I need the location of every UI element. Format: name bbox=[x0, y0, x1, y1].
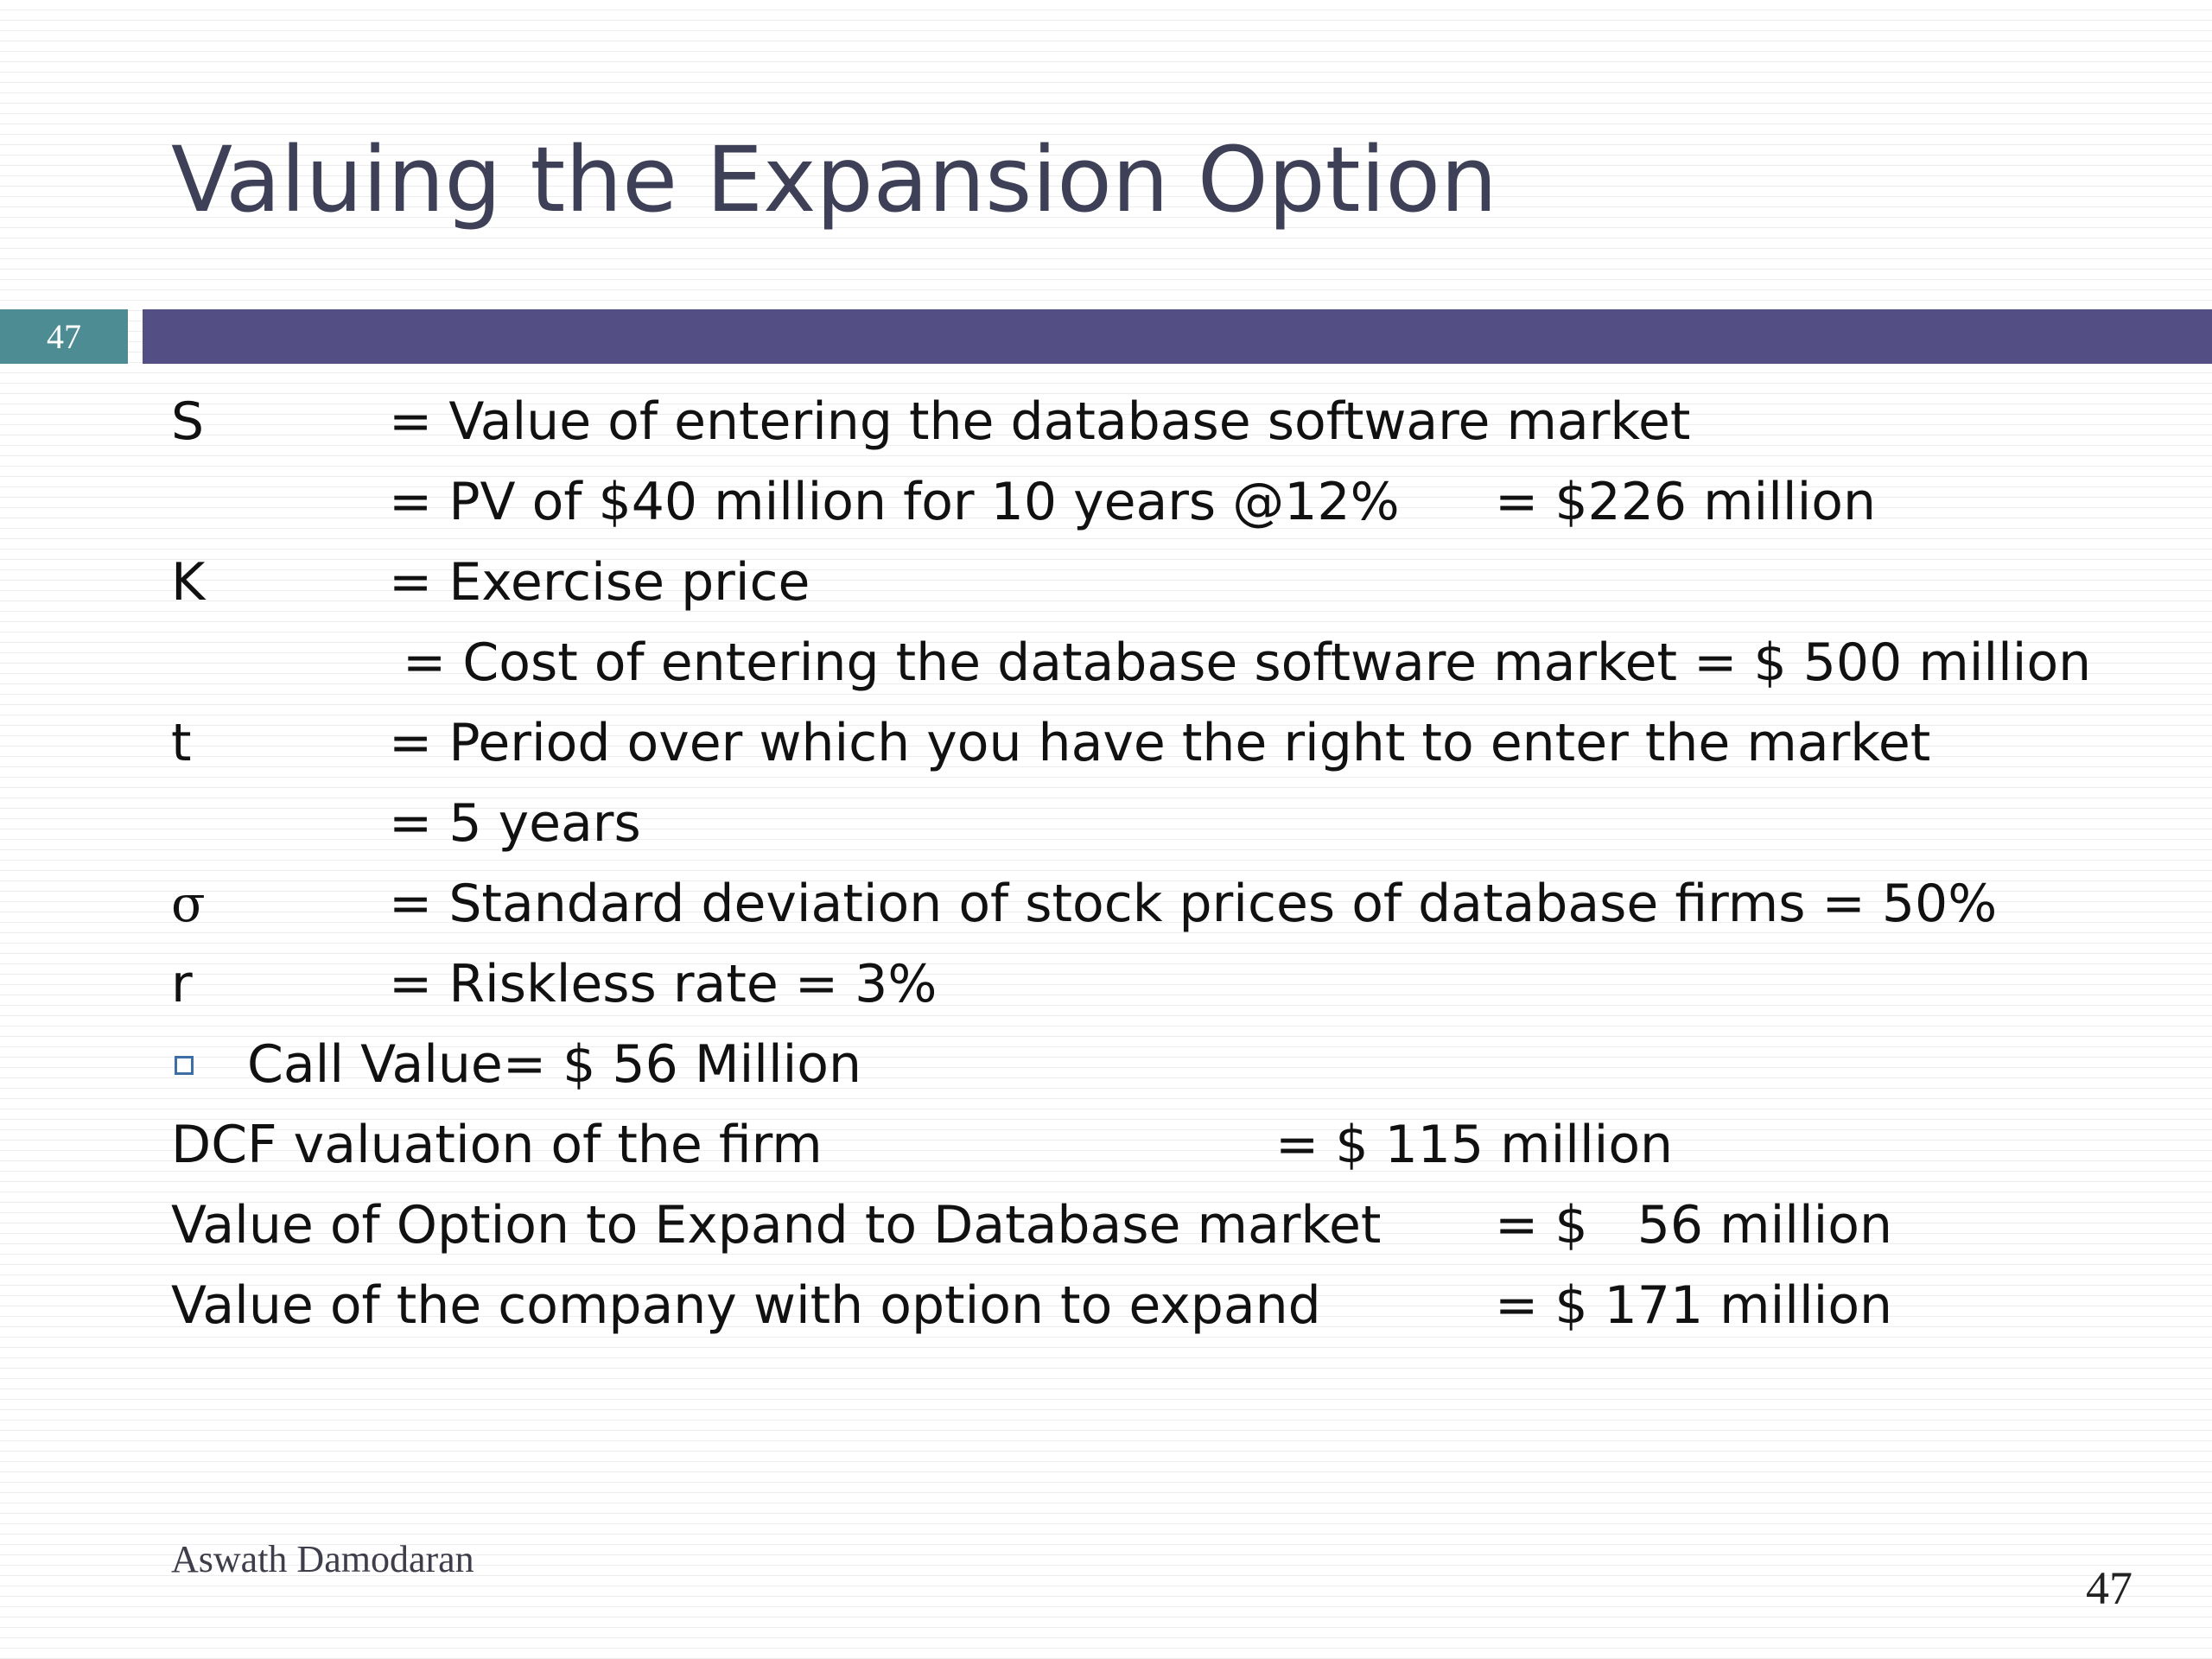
summary-value: = $ 171 million bbox=[1495, 1275, 1893, 1336]
parameter-symbol: K bbox=[171, 552, 206, 613]
parameter-symbol: S bbox=[171, 391, 205, 452]
parameter-definition: = 5 years bbox=[389, 793, 641, 854]
author-name: Aswath Damodaran bbox=[171, 1538, 474, 1580]
parameter-row-s: S = Value of entering the database softw… bbox=[171, 382, 2158, 462]
summary-row-total: Value of the company with option to expa… bbox=[171, 1266, 2158, 1346]
parameter-row-t-value: = 5 years bbox=[171, 784, 2158, 864]
parameter-symbol: t bbox=[171, 713, 192, 773]
square-bullet-icon bbox=[175, 1056, 194, 1075]
summary-value: = $ 56 million bbox=[1495, 1195, 1893, 1255]
summary-label: Value of Option to Expand to Database ma… bbox=[171, 1195, 1382, 1255]
parameter-definition: = Exercise price bbox=[389, 552, 810, 613]
parameter-row-s-value: = PV of $40 million for 10 years @12% = … bbox=[171, 462, 2158, 543]
bullet-item-call-value: Call Value= $ 56 Million bbox=[171, 1025, 2158, 1105]
parameter-value: = $226 million bbox=[1495, 472, 1876, 532]
parameter-definition: = Value of entering the database softwar… bbox=[389, 391, 1691, 452]
title-underline-bar bbox=[143, 309, 2212, 364]
slide-title: Valuing the Expansion Option bbox=[171, 127, 1497, 232]
summary-row-option: Value of Option to Expand to Database ma… bbox=[171, 1185, 2158, 1266]
parameter-definition: = PV of $40 million for 10 years @12% bbox=[389, 472, 1400, 532]
summary-label: Value of the company with option to expa… bbox=[171, 1275, 1321, 1336]
parameter-symbol: σ bbox=[171, 874, 206, 933]
parameter-row-k: K = Exercise price bbox=[171, 543, 2158, 623]
parameter-definition: = Standard deviation of stock prices of … bbox=[389, 874, 1998, 934]
bullet-text: Call Value= $ 56 Million bbox=[247, 1034, 862, 1095]
parameter-definition: = Riskless rate = 3% bbox=[389, 954, 938, 1014]
parameter-row-r: r = Riskless rate = 3% bbox=[171, 944, 2158, 1025]
slide-content: S = Value of entering the database softw… bbox=[171, 382, 2158, 1346]
page-number: 47 bbox=[2086, 1562, 2133, 1614]
summary-label: DCF valuation of the firm bbox=[171, 1115, 823, 1175]
slide-number-badge: 47 bbox=[0, 309, 128, 364]
parameter-definition: = Cost of entering the database software… bbox=[403, 632, 2092, 693]
parameter-symbol: r bbox=[171, 954, 193, 1014]
parameter-definition: = Period over which you have the right t… bbox=[389, 713, 1931, 773]
summary-row-dcf: DCF valuation of the firm = $ 115 millio… bbox=[171, 1105, 2158, 1185]
summary-value: = $ 115 million bbox=[1275, 1115, 1674, 1175]
parameter-row-t: t = Period over which you have the right… bbox=[171, 703, 2158, 784]
parameter-row-k-value: = Cost of entering the database software… bbox=[171, 623, 2158, 703]
parameter-row-sigma: σ = Standard deviation of stock prices o… bbox=[171, 864, 2158, 944]
